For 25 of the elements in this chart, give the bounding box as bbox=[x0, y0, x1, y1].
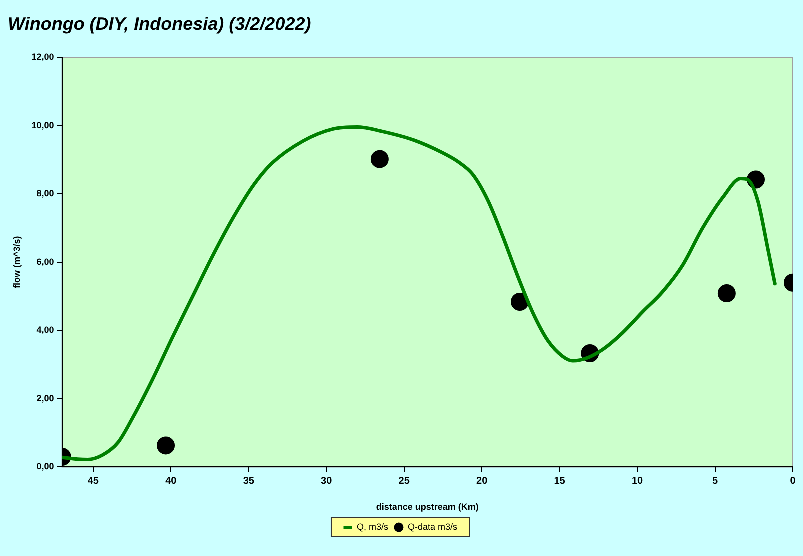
x-tick-label: 40 bbox=[166, 476, 178, 487]
x-tick-label: 5 bbox=[712, 476, 718, 487]
x-tick-label: 20 bbox=[476, 476, 488, 487]
x-tick-label: 30 bbox=[321, 476, 333, 487]
y-tick-label: 2,00 bbox=[36, 393, 54, 404]
x-axis-title: distance upstream (Km) bbox=[376, 502, 479, 512]
x-tick-label: 35 bbox=[243, 476, 255, 487]
y-axis-title: flow (m^3/s) bbox=[12, 236, 22, 289]
legend-label: Q-data m3/s bbox=[408, 522, 458, 532]
x-tick-label: 25 bbox=[398, 476, 410, 487]
y-tick-label: 10,00 bbox=[32, 120, 54, 130]
point bbox=[370, 150, 389, 168]
x-tick-label: 10 bbox=[632, 476, 644, 487]
y-tick-label: 6,00 bbox=[36, 256, 54, 267]
point bbox=[718, 284, 736, 302]
y-tick-label: 12,00 bbox=[32, 52, 54, 62]
y-tick-label: 4,00 bbox=[36, 325, 54, 336]
point bbox=[157, 436, 176, 455]
x-tick-label: 45 bbox=[88, 476, 100, 487]
y-tick-label: 8,00 bbox=[36, 188, 54, 199]
y-tick-label: 0,00 bbox=[36, 462, 54, 472]
legend-label: Q, m3/s bbox=[356, 522, 389, 532]
chart-title: Winongo (DIY, Indonesia) (3/2/2022) bbox=[8, 14, 312, 34]
x-tick-label: 0 bbox=[790, 476, 796, 487]
x-tick-label: 15 bbox=[554, 476, 566, 487]
